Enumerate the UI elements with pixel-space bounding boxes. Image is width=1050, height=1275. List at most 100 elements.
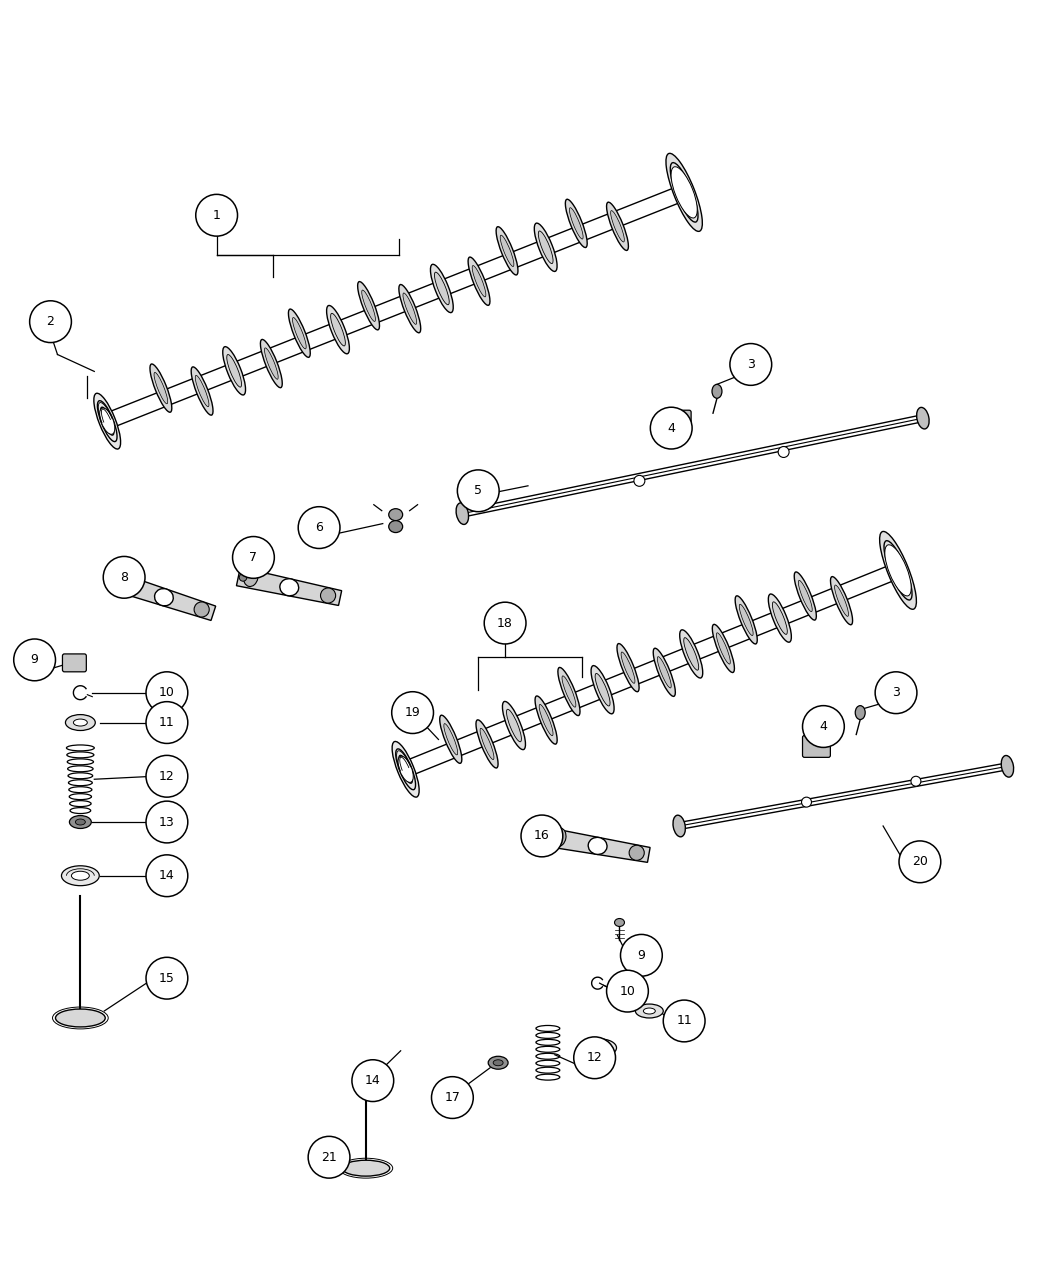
Ellipse shape [74, 719, 87, 725]
Ellipse shape [69, 816, 91, 829]
Ellipse shape [856, 705, 865, 719]
Ellipse shape [503, 701, 525, 750]
Ellipse shape [644, 1009, 655, 1014]
Circle shape [298, 506, 340, 548]
Ellipse shape [716, 632, 731, 664]
Ellipse shape [62, 866, 100, 886]
Ellipse shape [773, 602, 788, 635]
Circle shape [14, 639, 56, 681]
Ellipse shape [614, 918, 625, 927]
Ellipse shape [399, 755, 413, 783]
Ellipse shape [500, 235, 513, 266]
Ellipse shape [195, 375, 209, 407]
Circle shape [146, 672, 188, 714]
Polygon shape [236, 567, 341, 606]
Ellipse shape [358, 282, 379, 330]
Text: 14: 14 [365, 1074, 381, 1088]
Ellipse shape [388, 520, 402, 533]
Ellipse shape [396, 748, 416, 789]
Ellipse shape [100, 408, 114, 435]
Ellipse shape [56, 1009, 105, 1026]
Circle shape [146, 958, 188, 1000]
Ellipse shape [154, 589, 173, 606]
Circle shape [146, 801, 188, 843]
Polygon shape [111, 572, 215, 621]
Ellipse shape [595, 673, 610, 706]
Ellipse shape [558, 667, 580, 715]
Ellipse shape [65, 714, 96, 731]
Text: 14: 14 [159, 870, 174, 882]
Text: 13: 13 [159, 816, 174, 829]
Circle shape [484, 602, 526, 644]
Ellipse shape [917, 408, 929, 428]
Ellipse shape [435, 272, 449, 305]
Ellipse shape [472, 265, 486, 297]
FancyBboxPatch shape [664, 411, 691, 432]
Ellipse shape [280, 579, 298, 595]
Ellipse shape [607, 203, 628, 250]
Circle shape [392, 692, 434, 733]
Circle shape [607, 970, 648, 1012]
Circle shape [650, 407, 692, 449]
Circle shape [146, 854, 188, 896]
Circle shape [194, 602, 209, 617]
Text: 10: 10 [620, 984, 635, 997]
Text: 16: 16 [534, 830, 550, 843]
Circle shape [573, 1037, 615, 1079]
Circle shape [664, 1000, 705, 1042]
Text: 11: 11 [676, 1015, 692, 1028]
Circle shape [308, 1136, 350, 1178]
Circle shape [239, 574, 247, 581]
Ellipse shape [191, 367, 213, 416]
Circle shape [801, 797, 812, 807]
Text: 15: 15 [159, 972, 175, 984]
Text: 6: 6 [315, 521, 323, 534]
Ellipse shape [480, 728, 494, 760]
Circle shape [875, 672, 917, 714]
Ellipse shape [673, 815, 686, 836]
Ellipse shape [562, 676, 575, 708]
Text: 8: 8 [120, 571, 128, 584]
Ellipse shape [674, 172, 694, 213]
Text: 9: 9 [637, 949, 646, 961]
Ellipse shape [653, 648, 675, 696]
Ellipse shape [657, 657, 671, 688]
Ellipse shape [342, 1160, 390, 1176]
Text: 10: 10 [159, 686, 175, 699]
Text: 4: 4 [819, 720, 827, 733]
Ellipse shape [880, 532, 917, 609]
Text: 7: 7 [250, 551, 257, 564]
Ellipse shape [403, 293, 417, 324]
Ellipse shape [289, 309, 310, 357]
Circle shape [521, 815, 563, 857]
Circle shape [103, 556, 145, 598]
Circle shape [320, 588, 336, 603]
Ellipse shape [456, 502, 468, 524]
Circle shape [730, 343, 772, 385]
Ellipse shape [399, 284, 421, 333]
Text: 3: 3 [892, 686, 900, 699]
Ellipse shape [712, 625, 734, 672]
Circle shape [778, 446, 790, 458]
Ellipse shape [265, 348, 278, 379]
Ellipse shape [120, 574, 134, 593]
Ellipse shape [583, 1039, 616, 1057]
Circle shape [458, 470, 499, 511]
Ellipse shape [506, 709, 522, 742]
Circle shape [352, 1060, 394, 1102]
Circle shape [621, 935, 663, 977]
Ellipse shape [635, 1003, 664, 1017]
Ellipse shape [835, 585, 848, 616]
Ellipse shape [769, 594, 792, 643]
Ellipse shape [154, 372, 168, 404]
Circle shape [911, 776, 921, 787]
Ellipse shape [622, 652, 635, 683]
Ellipse shape [666, 153, 702, 231]
Circle shape [146, 701, 188, 743]
Ellipse shape [388, 509, 402, 520]
Ellipse shape [588, 838, 607, 854]
Ellipse shape [223, 347, 246, 395]
Circle shape [634, 476, 645, 486]
Polygon shape [545, 827, 650, 862]
Ellipse shape [536, 696, 558, 745]
